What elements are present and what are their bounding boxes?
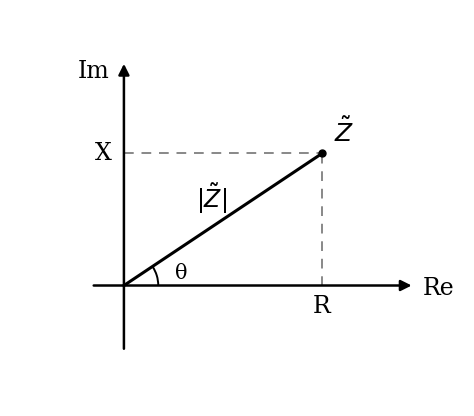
Text: Re: Re xyxy=(422,277,454,300)
Text: θ: θ xyxy=(175,264,188,283)
Text: $\tilde{Z}$: $\tilde{Z}$ xyxy=(334,118,354,147)
Text: R: R xyxy=(313,295,331,318)
Text: $|\tilde{Z}|$: $|\tilde{Z}|$ xyxy=(196,181,227,216)
Text: X: X xyxy=(95,142,112,165)
Text: Im: Im xyxy=(78,60,109,83)
